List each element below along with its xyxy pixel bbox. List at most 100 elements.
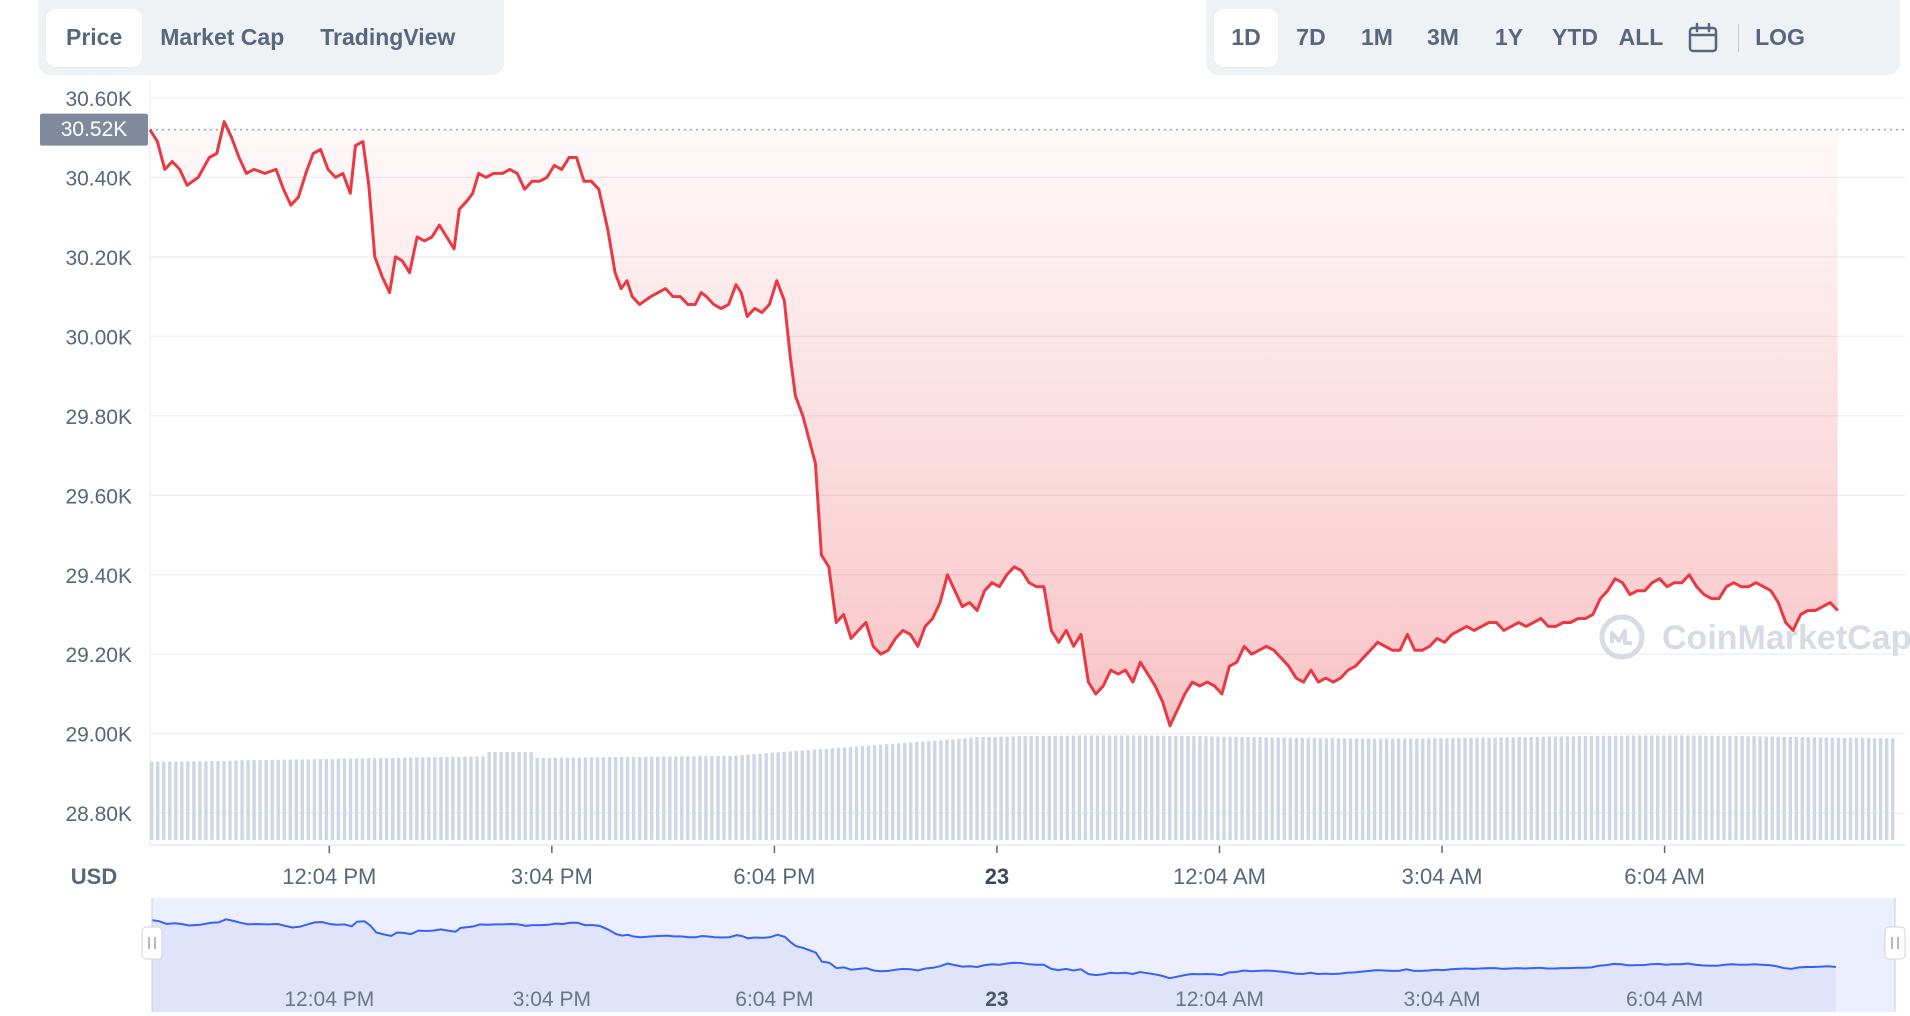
volume-bar [1415, 738, 1419, 840]
navigator-tick-label: 3:04 PM [513, 988, 591, 1011]
volume-bar [1662, 735, 1666, 840]
volume-bar [1113, 735, 1118, 840]
volume-bar [1174, 735, 1178, 840]
volume-bar [1607, 735, 1612, 840]
volume-bar [571, 757, 576, 840]
volume-bar [547, 757, 551, 840]
range-tab-1m[interactable]: 1M [1361, 24, 1393, 50]
volume-bar [1421, 738, 1425, 840]
range-tab-3m[interactable]: 3M [1427, 24, 1459, 50]
volume-bar [1409, 738, 1413, 840]
volume-bar [921, 741, 925, 840]
volume-bar [1029, 736, 1033, 840]
tab-tradingview[interactable]: TradingView [320, 24, 456, 50]
range-tab-all[interactable]: ALL [1618, 24, 1664, 50]
tab-price[interactable]: Price [46, 8, 143, 67]
volume-bar [258, 760, 262, 840]
volume-bar [951, 739, 955, 840]
volume-bar [583, 757, 588, 840]
price-area-fill [150, 129, 1838, 726]
volume-bar [1294, 737, 1298, 840]
volume-bar [1891, 738, 1895, 840]
volume-bar [824, 748, 829, 840]
y-axis: 30.60K 30.40K 30.20K 30.00K 29.80K 29.60K 29.4… [65, 88, 132, 826]
volume-bar [162, 761, 166, 840]
navigator-area [152, 919, 1836, 1012]
navigator-axis: 12:04 PM 3:04 PM 6:04 PM 23 12:04 AM 3:04 AM 6… [284, 988, 1703, 1011]
volume-bar [1023, 736, 1027, 840]
volume-bar [1372, 738, 1377, 840]
volume-bar [565, 757, 570, 840]
volume-bar [601, 757, 606, 840]
volume-bar [589, 757, 594, 840]
range-tab-1d[interactable]: 1D [1214, 8, 1278, 67]
volume-bar [1872, 738, 1877, 840]
volume-bar [842, 747, 847, 840]
navigator-right-handle[interactable] [1884, 898, 1906, 1012]
volume-bar [174, 761, 178, 840]
volume-bar [577, 757, 582, 840]
volume-bar [1089, 735, 1094, 840]
volume-bar [1656, 735, 1660, 840]
volume-bar [1758, 736, 1762, 840]
volume-bar [439, 757, 443, 840]
volume-bar [1403, 738, 1407, 840]
volume-bar [1746, 736, 1750, 840]
volume-bar [252, 760, 256, 840]
volume-bar [1710, 735, 1714, 840]
volume-bar [553, 757, 557, 840]
volume-bar [1692, 735, 1696, 840]
volume-bar [409, 757, 413, 840]
volume-bar [1505, 737, 1509, 840]
volume-bar [854, 746, 859, 840]
volume-bar [1776, 736, 1780, 840]
volume-bar [788, 751, 792, 840]
navigator-tick-label: 23 [985, 988, 1008, 1011]
range-tab-ytd[interactable]: YTD [1552, 24, 1598, 50]
volume-bar [529, 752, 533, 840]
volume-bar [619, 757, 624, 840]
volume-bar [884, 744, 889, 840]
volume-bar [1553, 736, 1557, 840]
volume-bar [915, 742, 919, 840]
current-price-tag: 30.52K [40, 113, 148, 146]
y-tick-label: 29.00K [65, 724, 132, 747]
volume-bar [1077, 735, 1082, 840]
tab-market-cap[interactable]: Market Cap [160, 24, 285, 50]
navigator-left-handle[interactable] [141, 898, 163, 1012]
coinmarketcap-logo-icon [1599, 614, 1645, 660]
range-navigator[interactable]: 12:04 PM 3:04 PM 6:04 PM 23 12:04 AM 3:04 AM 6… [0, 895, 1910, 1016]
volume-bar [559, 757, 563, 840]
volume-bar [897, 743, 901, 840]
volume-bar [993, 736, 997, 840]
volume-bar [716, 755, 720, 840]
volume-bar [1511, 737, 1515, 840]
volume-bar [704, 756, 708, 840]
volume-bar [728, 755, 732, 840]
volume-bar [1186, 736, 1190, 840]
range-tab-7d[interactable]: 7D [1296, 24, 1326, 50]
volume-bar [240, 760, 244, 840]
range-tab-1y[interactable]: 1Y [1494, 24, 1524, 50]
volume-bar [1848, 737, 1853, 840]
log-scale-toggle[interactable]: LOG [1755, 24, 1805, 50]
volume-bar [740, 755, 744, 840]
volume-bar [1577, 736, 1582, 840]
volume-bar [1318, 738, 1323, 840]
volume-bar [342, 758, 347, 840]
y-tick-label: 29.20K [65, 644, 132, 667]
volume-bar [372, 758, 377, 840]
volume-bar [794, 750, 798, 840]
volume-bar [403, 757, 407, 840]
calendar-icon[interactable] [1674, 9, 1732, 67]
volume-bar [891, 743, 895, 840]
volume-bar [656, 756, 660, 840]
volume-bar [758, 753, 762, 840]
price-line [148, 120, 1839, 728]
volume-bar [1240, 736, 1244, 840]
volume-bar [1306, 737, 1310, 840]
price-chart[interactable]: 30.60K 30.40K 30.20K 30.00K 29.80K 29.60K 29.4… [0, 80, 1910, 890]
y-tick-label: 30.20K [65, 247, 132, 270]
volume-bar [668, 756, 672, 840]
volume-bar [1397, 738, 1401, 840]
